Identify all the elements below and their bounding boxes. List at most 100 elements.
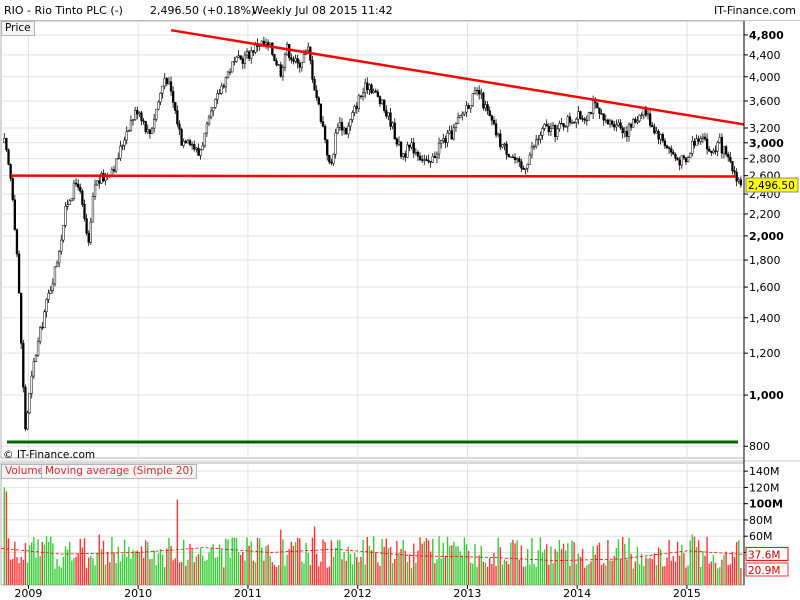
volume-bar bbox=[719, 567, 721, 585]
volume-bar bbox=[653, 553, 656, 585]
volume-bar bbox=[47, 542, 50, 585]
candle-body bbox=[568, 116, 572, 123]
volume-bar bbox=[26, 562, 29, 585]
candle-body bbox=[161, 85, 164, 94]
candle-body bbox=[610, 120, 614, 125]
candle-body bbox=[323, 126, 327, 140]
candle-body bbox=[691, 141, 694, 154]
candle-body bbox=[566, 116, 569, 127]
volume-bar bbox=[607, 539, 609, 585]
volume-bar bbox=[609, 560, 611, 585]
horizontal-support-line bbox=[10, 174, 737, 178]
volume-bar bbox=[404, 550, 406, 585]
candle-body bbox=[684, 157, 688, 163]
candle-body bbox=[47, 293, 50, 300]
candle-body bbox=[501, 144, 504, 148]
candle-body bbox=[737, 179, 740, 182]
candle-body bbox=[165, 78, 168, 85]
candle-body bbox=[85, 218, 88, 234]
candle-body bbox=[444, 138, 447, 143]
candle-body bbox=[480, 92, 483, 95]
candle-body bbox=[714, 150, 717, 152]
volume-bar bbox=[362, 540, 364, 585]
last-price-label: 2,496.50 bbox=[748, 180, 795, 192]
candle-body bbox=[667, 147, 671, 149]
candle-body bbox=[277, 64, 280, 66]
volume-bar bbox=[24, 543, 27, 585]
candle-body bbox=[243, 54, 247, 64]
volume-bar bbox=[130, 558, 132, 585]
candle-body bbox=[209, 110, 213, 118]
candle-body bbox=[131, 119, 135, 121]
volume-bar bbox=[151, 558, 153, 585]
volume-bar bbox=[136, 550, 138, 585]
candle-body bbox=[528, 154, 531, 165]
volume-bar bbox=[575, 564, 577, 585]
candle-body bbox=[549, 128, 553, 133]
volume-bar bbox=[655, 565, 658, 585]
candle-body bbox=[518, 158, 521, 162]
candle-body bbox=[583, 118, 586, 121]
volume-bar bbox=[486, 566, 489, 585]
candle-body bbox=[182, 140, 185, 146]
candle-body bbox=[418, 156, 422, 160]
price-tick-label: 1,200 bbox=[749, 347, 781, 360]
candle-body bbox=[526, 164, 529, 169]
candle-body bbox=[733, 170, 736, 173]
candle-body bbox=[412, 142, 415, 154]
candle-body bbox=[28, 393, 31, 414]
volume-bar bbox=[740, 568, 742, 585]
candle-body bbox=[399, 141, 403, 157]
volume-bar bbox=[248, 545, 250, 585]
candle-body bbox=[731, 160, 734, 171]
volume-bar bbox=[448, 545, 451, 585]
candle-body bbox=[572, 122, 576, 124]
candle-body bbox=[190, 144, 194, 146]
volume-bar bbox=[480, 545, 482, 585]
volume-bar bbox=[147, 542, 149, 585]
candle-body bbox=[494, 123, 498, 136]
volume-bar bbox=[351, 564, 354, 585]
volume-bar bbox=[332, 556, 335, 585]
candle-body bbox=[62, 225, 65, 241]
candle-body bbox=[96, 180, 99, 186]
candle-body bbox=[98, 180, 101, 184]
volume-bar bbox=[320, 561, 322, 585]
volume-bar bbox=[446, 536, 449, 585]
candle-body bbox=[264, 42, 268, 45]
volume-bar bbox=[535, 566, 537, 585]
candle-body bbox=[269, 42, 272, 46]
volume-bar bbox=[489, 557, 491, 585]
candle-body bbox=[672, 152, 675, 155]
volume-bar bbox=[360, 557, 362, 585]
candle-body bbox=[157, 101, 160, 110]
volume-bar bbox=[223, 567, 225, 585]
candle-body bbox=[290, 57, 293, 60]
candle-body bbox=[425, 159, 428, 161]
volume-bar bbox=[375, 552, 377, 585]
volume-bar bbox=[191, 548, 193, 585]
candle-body bbox=[334, 132, 337, 155]
volume-bar bbox=[18, 563, 20, 585]
candle-body bbox=[383, 99, 386, 111]
candle-body bbox=[724, 146, 728, 155]
volume-bar bbox=[400, 549, 402, 585]
volume-bar bbox=[187, 559, 189, 585]
volume-bar bbox=[296, 537, 299, 585]
candle-body bbox=[653, 126, 656, 134]
candle-body bbox=[640, 114, 643, 116]
volume-bar bbox=[14, 541, 16, 585]
volume-bar bbox=[62, 556, 65, 585]
candle-body bbox=[81, 190, 84, 205]
candle-body bbox=[505, 143, 508, 155]
volume-bar bbox=[423, 541, 425, 585]
volume-bar bbox=[558, 539, 561, 585]
candle-body bbox=[252, 50, 255, 53]
candle-body bbox=[560, 123, 563, 125]
candle-body bbox=[345, 127, 348, 135]
volume-bar bbox=[79, 538, 81, 585]
candle-body bbox=[440, 140, 443, 144]
volume-bar bbox=[231, 537, 233, 585]
